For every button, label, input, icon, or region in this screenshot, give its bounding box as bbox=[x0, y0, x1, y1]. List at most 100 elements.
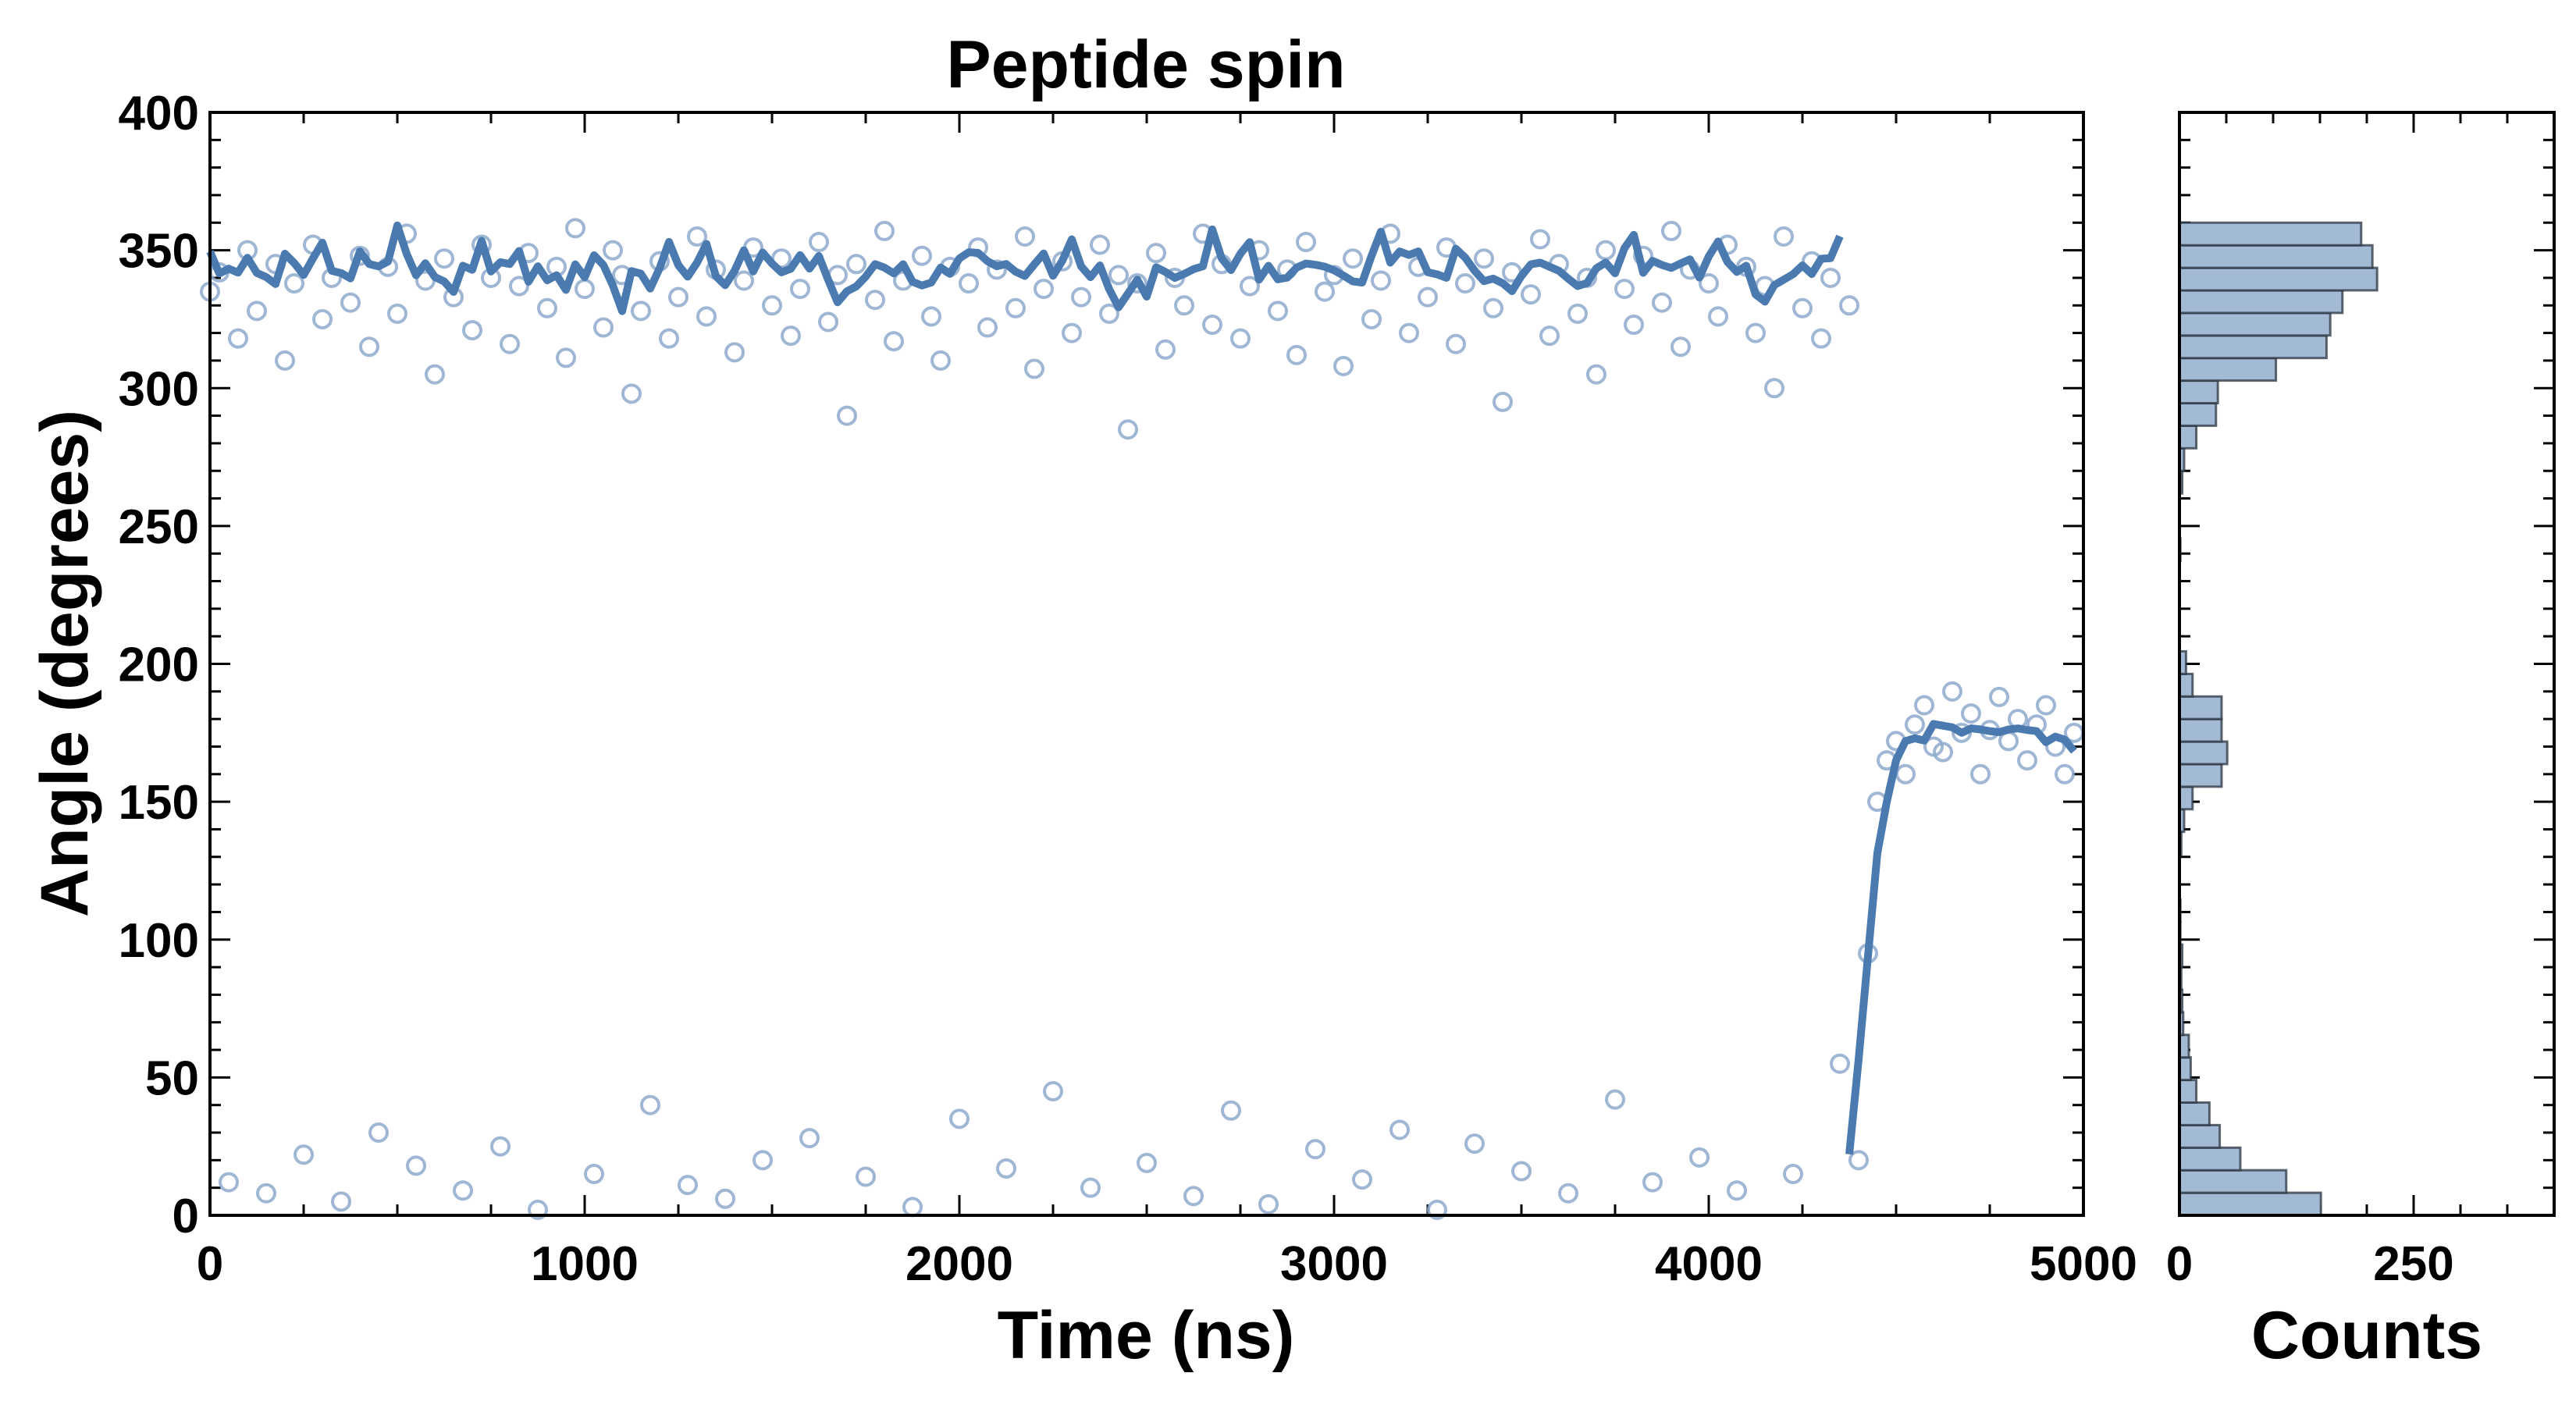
data-point bbox=[1670, 336, 1691, 357]
data-point bbox=[668, 286, 688, 308]
data-point bbox=[621, 383, 642, 404]
data-point bbox=[1961, 703, 1981, 724]
data-point bbox=[490, 1136, 511, 1157]
data-point bbox=[509, 276, 529, 297]
data-point bbox=[500, 333, 520, 354]
data-point bbox=[284, 273, 304, 294]
x-tick-label: 3000 bbox=[1280, 1237, 1388, 1291]
data-point bbox=[1689, 1147, 1710, 1168]
data-point bbox=[1399, 322, 1419, 343]
smoothed-line-segment bbox=[1845, 720, 2077, 1155]
histogram-bar bbox=[2178, 695, 2223, 720]
data-point bbox=[1174, 295, 1194, 316]
data-point bbox=[1970, 763, 1991, 784]
data-point bbox=[1914, 695, 1934, 716]
hist-x-tick-label: 0 bbox=[2166, 1237, 2193, 1291]
data-point bbox=[631, 301, 651, 322]
x-tick-label: 1000 bbox=[531, 1237, 639, 1291]
chart-title: Peptide spin bbox=[946, 27, 1345, 102]
data-point bbox=[1034, 279, 1054, 300]
data-point bbox=[425, 364, 445, 385]
histogram-bar bbox=[2178, 266, 2379, 292]
smoothed-line bbox=[206, 221, 2077, 1155]
data-point bbox=[1371, 270, 1391, 291]
smoothed-line-segment bbox=[206, 221, 1844, 315]
data-point bbox=[1567, 303, 1588, 324]
hist-x-tick-label: 250 bbox=[2373, 1237, 2453, 1291]
data-point bbox=[1624, 315, 1644, 336]
data-point bbox=[603, 240, 623, 261]
data-point bbox=[1127, 273, 1147, 294]
histogram-bar bbox=[2178, 424, 2198, 450]
data-point bbox=[1745, 322, 1766, 343]
data-point bbox=[1240, 276, 1260, 297]
data-point bbox=[1661, 220, 1681, 241]
data-point bbox=[434, 248, 454, 269]
data-point bbox=[1596, 240, 1616, 261]
data-point bbox=[1605, 1089, 1625, 1110]
histogram-bar bbox=[2178, 1101, 2211, 1126]
data-point bbox=[1474, 248, 1494, 269]
data-point bbox=[1905, 714, 1925, 735]
data-point bbox=[275, 350, 295, 371]
data-point bbox=[575, 279, 595, 300]
data-point bbox=[715, 1188, 735, 1209]
data-point bbox=[350, 245, 370, 266]
data-point bbox=[1183, 1186, 1204, 1207]
data-point bbox=[1455, 273, 1475, 294]
data-point bbox=[1493, 391, 1513, 412]
data-point bbox=[949, 1108, 970, 1129]
data-point bbox=[368, 1122, 389, 1144]
data-point bbox=[977, 317, 998, 338]
data-point bbox=[790, 279, 810, 300]
data-point bbox=[247, 301, 267, 322]
data-point bbox=[1389, 1119, 1410, 1140]
data-point bbox=[1511, 1161, 1532, 1182]
data-point bbox=[724, 342, 745, 363]
data-point bbox=[1315, 281, 1335, 302]
data-point bbox=[312, 308, 333, 329]
data-point bbox=[902, 1197, 923, 1218]
histogram-bar bbox=[2178, 740, 2229, 766]
data-point bbox=[1296, 232, 1316, 253]
data-point bbox=[1942, 681, 1962, 702]
data-point bbox=[1614, 279, 1635, 300]
histogram-bar bbox=[2178, 334, 2328, 360]
y-tick-label: 50 bbox=[145, 1051, 199, 1105]
data-point bbox=[1286, 344, 1307, 365]
data-point bbox=[930, 350, 951, 371]
data-point bbox=[1015, 226, 1035, 247]
data-point bbox=[387, 303, 407, 324]
data-point bbox=[1099, 303, 1119, 324]
data-point bbox=[837, 405, 857, 426]
data-point bbox=[1895, 763, 1916, 784]
data-point bbox=[1024, 358, 1044, 379]
data-point bbox=[659, 328, 679, 349]
data-point bbox=[1792, 297, 1813, 318]
data-point bbox=[1839, 295, 1859, 316]
data-point bbox=[640, 1094, 660, 1115]
data-point bbox=[1202, 315, 1222, 336]
histogram-bar bbox=[2178, 1056, 2192, 1082]
data-point bbox=[1080, 1177, 1101, 1198]
histogram-bar bbox=[2178, 785, 2194, 811]
histogram-bar bbox=[2178, 311, 2332, 337]
histogram-bar bbox=[2178, 1146, 2242, 1172]
data-point bbox=[959, 273, 979, 294]
data-point bbox=[1652, 292, 1672, 313]
data-point bbox=[1043, 1081, 1063, 1102]
data-point bbox=[1071, 286, 1091, 308]
histogram-tick-labels: 0 250 bbox=[2166, 1237, 2454, 1291]
y-axis-title: Angle (degrees) bbox=[27, 410, 102, 917]
histogram-bar bbox=[2178, 1191, 2322, 1217]
data-point bbox=[996, 1158, 1016, 1179]
data-point bbox=[1118, 419, 1138, 440]
data-point bbox=[1811, 328, 1831, 349]
data-point bbox=[1830, 1053, 1850, 1074]
histogram-bar bbox=[2178, 357, 2278, 382]
histogram-bar bbox=[2178, 289, 2344, 315]
data-point bbox=[1352, 1169, 1372, 1190]
data-point bbox=[2017, 750, 2037, 771]
data-point bbox=[781, 325, 801, 347]
